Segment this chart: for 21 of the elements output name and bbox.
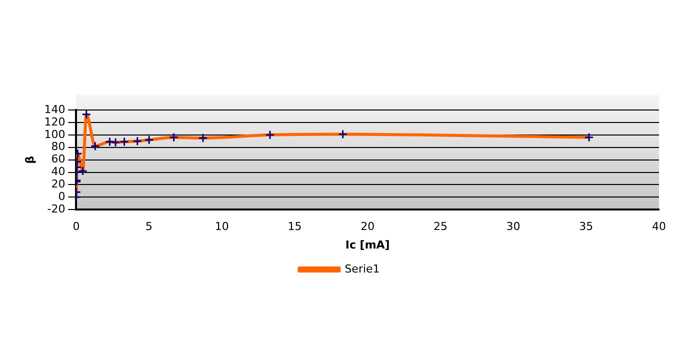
y-tick-label: 100 <box>44 128 66 141</box>
x-tick-label: 30 <box>506 220 520 234</box>
y-tick-label: 80 <box>51 140 66 154</box>
y-tick-label: -20 <box>47 202 66 216</box>
x-tick-label: 10 <box>214 220 229 234</box>
x-tick-label: 5 <box>146 220 153 234</box>
y-tick-label: 60 <box>51 152 66 166</box>
legend-label: Serie1 <box>344 262 380 276</box>
y-tick-label: 0 <box>58 190 66 204</box>
x-tick-label: 15 <box>288 220 302 234</box>
x-tick-label: 20 <box>360 220 375 234</box>
x-tick-label: 0 <box>72 220 80 234</box>
y-tick-label: 120 <box>44 115 66 128</box>
x-tick-label: 35 <box>579 220 594 234</box>
x-axis-title: Ic [mA] <box>345 238 390 252</box>
x-tick-label: 40 <box>652 220 666 234</box>
y-tick-label: 140 <box>44 102 66 116</box>
y-tick-label: 20 <box>51 178 66 191</box>
y-axis-title: β <box>23 156 36 164</box>
y-tick-label: 40 <box>51 165 66 178</box>
x-tick-label: 25 <box>433 220 448 234</box>
